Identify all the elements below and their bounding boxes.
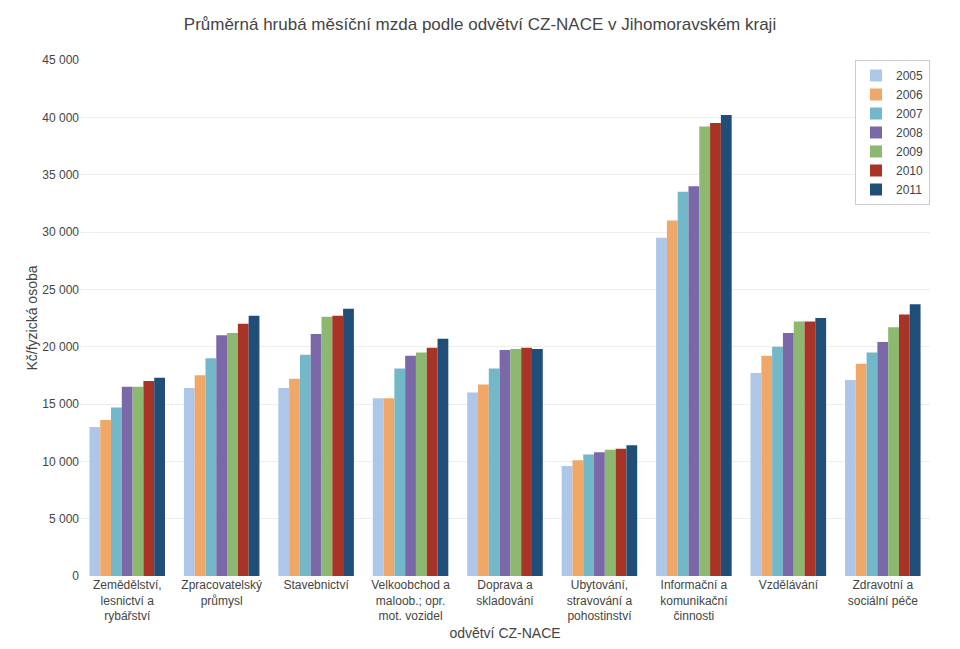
svg-text:2009: 2009 bbox=[896, 145, 923, 159]
svg-text:Doprava askladování: Doprava askladování bbox=[476, 578, 534, 608]
svg-text:2005: 2005 bbox=[896, 69, 923, 83]
svg-text:15 000: 15 000 bbox=[42, 397, 79, 411]
svg-text:10 000: 10 000 bbox=[42, 455, 79, 469]
svg-text:35 000: 35 000 bbox=[42, 168, 79, 182]
svg-text:20 000: 20 000 bbox=[42, 340, 79, 354]
svg-text:Informační akomunikačníčinnost: Informační akomunikačníčinnosti bbox=[660, 578, 728, 623]
svg-text:Velkoobchod amaloob.; opr.mot.: Velkoobchod amaloob.; opr.mot. vozidel bbox=[371, 578, 450, 623]
svg-text:Stavebnictví: Stavebnictví bbox=[283, 578, 349, 592]
svg-text:30 000: 30 000 bbox=[42, 225, 79, 239]
svg-text:odvětví CZ-NACE: odvětví CZ-NACE bbox=[449, 625, 560, 641]
svg-text:Zdravotní asociální péče: Zdravotní asociální péče bbox=[848, 578, 918, 608]
svg-text:Zpracovatelskýprůmysl: Zpracovatelskýprůmysl bbox=[181, 578, 262, 608]
svg-text:Vzdělávání: Vzdělávání bbox=[759, 578, 819, 592]
svg-text:Průměrná hrubá měsíční mzda po: Průměrná hrubá měsíční mzda podle odvětv… bbox=[184, 15, 776, 34]
svg-text:2008: 2008 bbox=[896, 126, 923, 140]
svg-text:Ubytování,stravování apohostin: Ubytování,stravování apohostinství bbox=[567, 578, 633, 623]
svg-text:2011: 2011 bbox=[896, 183, 922, 197]
svg-text:Zemědělství,lesnictví arybářst: Zemědělství,lesnictví arybářství bbox=[93, 578, 162, 623]
svg-text:2010: 2010 bbox=[896, 164, 923, 178]
svg-text:25 000: 25 000 bbox=[42, 283, 79, 297]
svg-text:2006: 2006 bbox=[896, 88, 923, 102]
svg-text:Kč/fyzická osoba: Kč/fyzická osoba bbox=[24, 265, 40, 370]
svg-text:5 000: 5 000 bbox=[49, 512, 79, 526]
svg-text:2007: 2007 bbox=[896, 107, 923, 121]
svg-text:45 000: 45 000 bbox=[42, 53, 79, 67]
svg-text:0: 0 bbox=[72, 569, 79, 583]
svg-text:40 000: 40 000 bbox=[42, 111, 79, 125]
